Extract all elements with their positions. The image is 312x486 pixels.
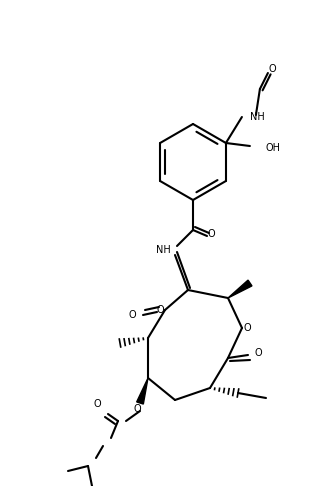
Text: O: O xyxy=(156,305,164,315)
Text: NH: NH xyxy=(250,112,265,122)
Text: O: O xyxy=(207,229,215,239)
Text: NH: NH xyxy=(156,245,171,255)
Polygon shape xyxy=(137,378,148,404)
Text: O: O xyxy=(268,64,276,74)
Polygon shape xyxy=(228,280,252,298)
Text: O: O xyxy=(243,323,251,333)
Text: O: O xyxy=(133,404,141,414)
Text: OH: OH xyxy=(266,143,281,153)
Text: O: O xyxy=(254,348,262,358)
Text: O: O xyxy=(128,310,136,320)
Text: O: O xyxy=(93,399,101,409)
